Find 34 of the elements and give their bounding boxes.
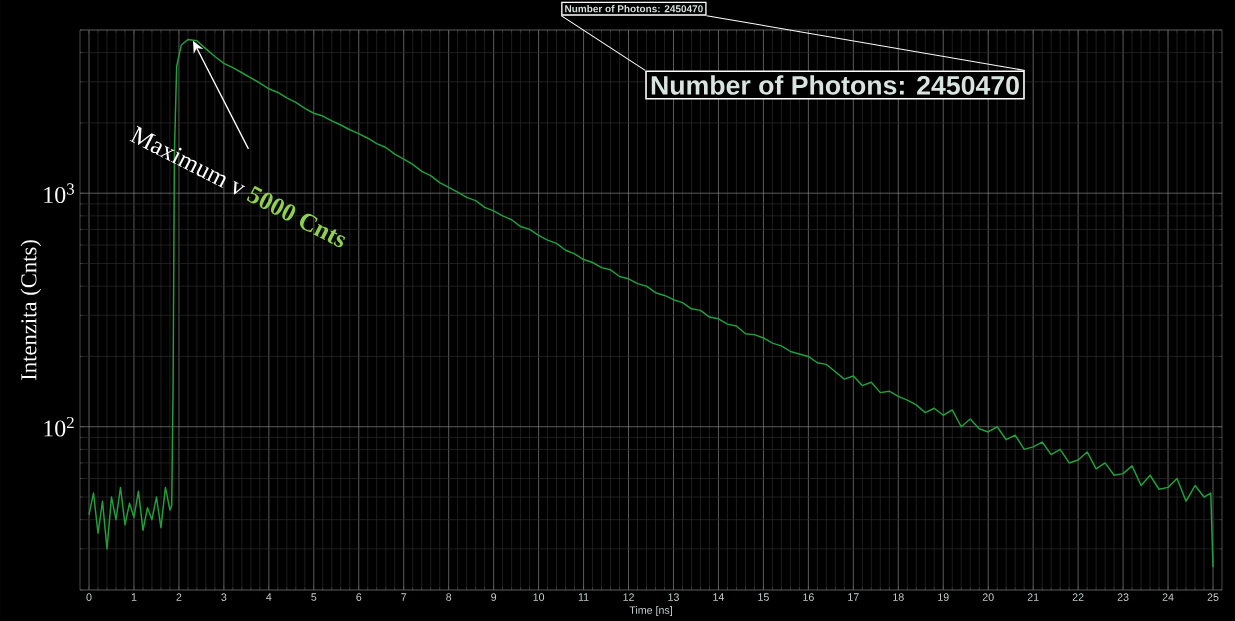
x-tick-label: 3 — [221, 593, 227, 601]
line-series — [88, 38, 1214, 569]
x-tick-label: 12 — [623, 593, 634, 601]
x-tick-label: 8 — [446, 593, 452, 601]
x-tick-label: 25 — [1207, 593, 1219, 601]
x-tick-label: 4 — [266, 593, 272, 601]
annotation: Number of Photons: 2450470 — [651, 75, 1019, 95]
x-tick-label: 20 — [982, 593, 994, 601]
x-tick-label: 15 — [758, 593, 769, 601]
x-tick-label: 14 — [713, 593, 725, 601]
x-axis-title: Time [ns] — [629, 606, 672, 617]
x-tick-label: 0 — [86, 593, 92, 601]
x-tick-label: 7 — [401, 593, 407, 601]
x-tick-label: 17 — [848, 593, 859, 601]
x-tick-label: 16 — [803, 593, 814, 601]
x-tick-label: 13 — [668, 593, 679, 601]
x-tick-label: 9 — [491, 593, 497, 601]
x-tick-label: 23 — [1117, 593, 1129, 601]
x-tick-label: 21 — [1027, 593, 1039, 601]
x-tick-label: 2 — [176, 593, 182, 601]
x-tick-label: 19 — [938, 593, 949, 601]
chart-title: Number of Photons: 2450470 — [565, 5, 703, 13]
x-tick-label: 22 — [1072, 593, 1084, 601]
x-tick-label: 5 — [311, 593, 317, 601]
x-tick-label: 6 — [356, 593, 362, 601]
x-tick-label: 1 — [131, 593, 137, 601]
y-tick-label: 10$^{2}$ — [44, 416, 74, 437]
x-tick-label: 10 — [533, 593, 545, 601]
y-axis-title: Intenzita (Cnts) — [20, 240, 42, 380]
x-tick-label: 24 — [1162, 593, 1174, 601]
x-tick-label: 11 — [578, 593, 589, 601]
y-tick-label: 10$^{3}$ — [44, 183, 74, 204]
annotation: 5000 Cnts — [246, 185, 346, 248]
x-tick-label: 18 — [893, 593, 904, 601]
